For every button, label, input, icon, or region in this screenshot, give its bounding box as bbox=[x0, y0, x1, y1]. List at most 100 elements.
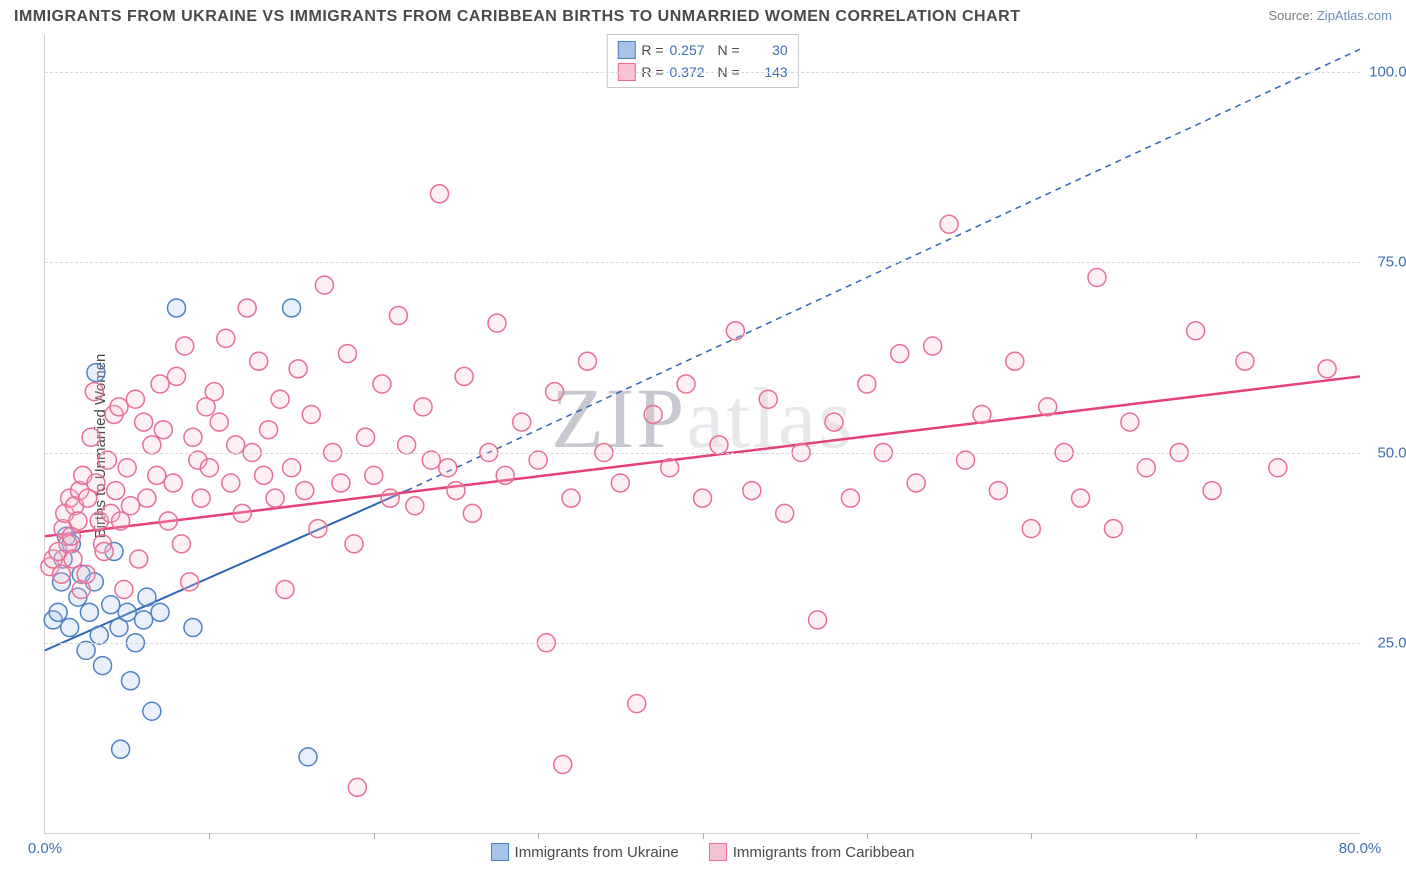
scatter-point bbox=[115, 580, 133, 598]
scatter-point bbox=[1104, 520, 1122, 538]
scatter-point bbox=[118, 459, 136, 477]
scatter-point bbox=[143, 702, 161, 720]
x-tick-label: 80.0% bbox=[1339, 840, 1382, 857]
scatter-point bbox=[345, 535, 363, 553]
scatter-point bbox=[455, 367, 473, 385]
scatter-point bbox=[283, 299, 301, 317]
scatter-point bbox=[168, 367, 186, 385]
scatter-point bbox=[1318, 360, 1336, 378]
scatter-point bbox=[431, 185, 449, 203]
scatter-point bbox=[112, 740, 130, 758]
scatter-point bbox=[554, 756, 572, 774]
scatter-point bbox=[52, 565, 70, 583]
scatter-point bbox=[513, 413, 531, 431]
scatter-point bbox=[200, 459, 218, 477]
scatter-point bbox=[1236, 352, 1254, 370]
scatter-point bbox=[130, 550, 148, 568]
swatch-ukraine bbox=[617, 41, 635, 59]
scatter-point bbox=[759, 390, 777, 408]
scatter-point bbox=[210, 413, 228, 431]
legend-swatch-caribbean bbox=[709, 843, 727, 861]
source-link[interactable]: ZipAtlas.com bbox=[1317, 8, 1392, 23]
scatter-point bbox=[64, 550, 82, 568]
scatter-point bbox=[365, 466, 383, 484]
gridline bbox=[45, 453, 1360, 454]
scatter-point bbox=[1187, 322, 1205, 340]
scatter-point bbox=[309, 520, 327, 538]
scatter-point bbox=[107, 482, 125, 500]
scatter-point bbox=[143, 436, 161, 454]
scatter-point bbox=[611, 474, 629, 492]
scatter-point bbox=[77, 641, 95, 659]
scatter-point bbox=[776, 504, 794, 522]
scatter-point bbox=[422, 451, 440, 469]
scatter-point bbox=[315, 276, 333, 294]
scatter-point bbox=[957, 451, 975, 469]
scatter-point bbox=[135, 413, 153, 431]
gridline bbox=[45, 262, 1360, 263]
scatter-point bbox=[181, 573, 199, 591]
scatter-point bbox=[266, 489, 284, 507]
scatter-point bbox=[90, 626, 108, 644]
x-tick-mark bbox=[374, 833, 375, 839]
scatter-point bbox=[271, 390, 289, 408]
scatter-point bbox=[1072, 489, 1090, 507]
scatter-point bbox=[1039, 398, 1057, 416]
scatter-point bbox=[562, 489, 580, 507]
legend-swatch-ukraine bbox=[491, 843, 509, 861]
scatter-point bbox=[151, 375, 169, 393]
x-tick-mark bbox=[703, 833, 704, 839]
scatter-point bbox=[121, 497, 139, 515]
y-tick-label: 25.0% bbox=[1365, 634, 1406, 651]
scatter-point bbox=[95, 542, 113, 560]
scatter-point bbox=[80, 603, 98, 621]
scatter-point bbox=[135, 611, 153, 629]
scatter-point bbox=[94, 657, 112, 675]
scatter-point bbox=[1137, 459, 1155, 477]
scatter-point bbox=[891, 345, 909, 363]
scatter-point bbox=[743, 482, 761, 500]
gridline bbox=[45, 72, 1360, 73]
scatter-point bbox=[176, 337, 194, 355]
legend-caribbean: Immigrants from Caribbean bbox=[709, 843, 915, 861]
scatter-point bbox=[289, 360, 307, 378]
scatter-point bbox=[49, 603, 67, 621]
scatter-point bbox=[102, 596, 120, 614]
scatter-point bbox=[87, 474, 105, 492]
scatter-point bbox=[233, 504, 251, 522]
scatter-point bbox=[398, 436, 416, 454]
scatter-point bbox=[154, 421, 172, 439]
scatter-point bbox=[348, 778, 366, 796]
scatter-point bbox=[841, 489, 859, 507]
scatter-point bbox=[381, 489, 399, 507]
scatter-point bbox=[121, 672, 139, 690]
scatter-point bbox=[172, 535, 190, 553]
scatter-point bbox=[250, 352, 268, 370]
scatter-point bbox=[296, 482, 314, 500]
scatter-point bbox=[488, 314, 506, 332]
stats-row-ukraine: R =0.257 N =30 bbox=[617, 39, 787, 61]
gridline bbox=[45, 643, 1360, 644]
x-tick-label: 0.0% bbox=[28, 840, 62, 857]
scatter-point bbox=[192, 489, 210, 507]
x-axis-legend: Immigrants from Ukraine Immigrants from … bbox=[491, 843, 915, 861]
scatter-point bbox=[255, 466, 273, 484]
scatter-point bbox=[809, 611, 827, 629]
scatter-point bbox=[373, 375, 391, 393]
scatter-point bbox=[69, 512, 87, 530]
scatter-point bbox=[907, 474, 925, 492]
legend-label-caribbean: Immigrants from Caribbean bbox=[733, 844, 915, 861]
scatter-point bbox=[447, 482, 465, 500]
scatter-point bbox=[389, 307, 407, 325]
scatter-point bbox=[138, 489, 156, 507]
scatter-point bbox=[825, 413, 843, 431]
scatter-point bbox=[283, 459, 301, 477]
scatter-point bbox=[1121, 413, 1139, 431]
scatter-point bbox=[276, 580, 294, 598]
x-tick-mark bbox=[1196, 833, 1197, 839]
scatter-point bbox=[217, 329, 235, 347]
scatter-point bbox=[227, 436, 245, 454]
scatter-point bbox=[168, 299, 186, 317]
scatter-point bbox=[924, 337, 942, 355]
scatter-point bbox=[578, 352, 596, 370]
